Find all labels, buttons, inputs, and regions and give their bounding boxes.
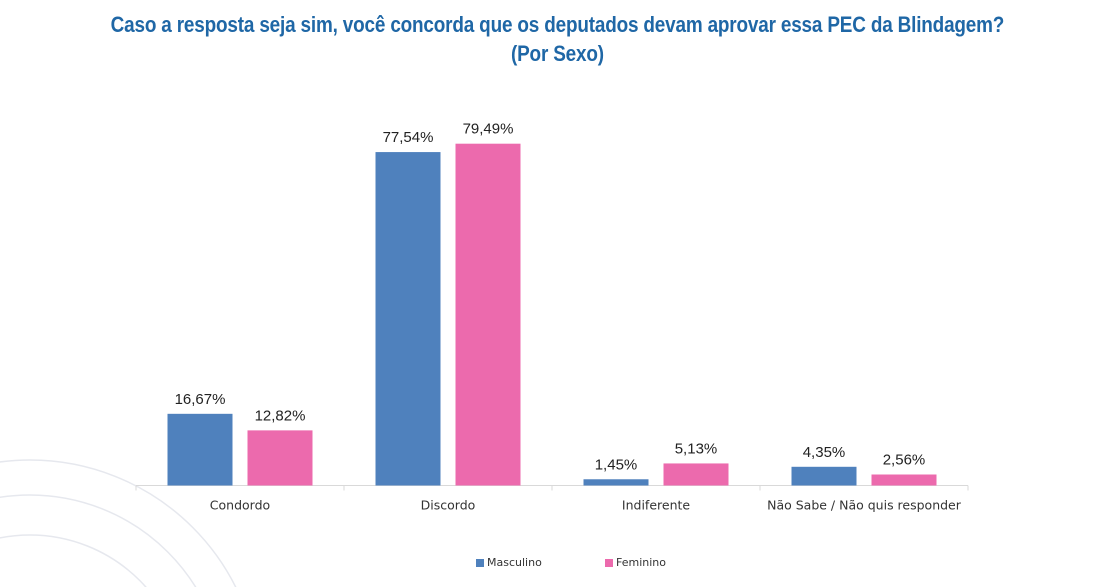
bar-feminino (247, 430, 313, 486)
data-labels: 16,67% 12,82% 77,54% 79,49% 1,45% 5,13% 4,35% 2… (175, 121, 926, 474)
legend-item-feminino: Feminino (605, 556, 666, 569)
bar-masculino (583, 479, 649, 486)
chart-title: Caso a resposta seja sim, você concorda … (78, 10, 1037, 68)
legend-item-masculino: Masculino (476, 556, 542, 569)
data-label-feminino: 79,49% (463, 121, 514, 138)
data-label-feminino: 12,82% (255, 407, 306, 424)
bar-masculino (167, 413, 233, 486)
legend-label-masculino: Masculino (487, 556, 542, 569)
legend-swatch-masculino (476, 558, 484, 567)
category-label: Discordo (421, 498, 476, 513)
x-axis (135, 485, 969, 491)
decorative-arc-3 (0, 534, 147, 587)
bar-masculino (375, 152, 441, 486)
category-label: Condordo (210, 498, 270, 513)
data-label-masculino: 77,54% (383, 129, 434, 146)
data-label-masculino: 1,45% (595, 456, 638, 473)
data-label-masculino: 4,35% (803, 444, 846, 461)
decorative-arc-2 (0, 494, 197, 587)
category-label: Não Sabe / Não quis responder (767, 498, 962, 513)
bar-feminino (663, 463, 729, 486)
decorative-arc-1 (0, 459, 237, 587)
chart-title-line1: Caso a resposta seja sim, você concorda … (110, 12, 1005, 37)
category-labels: Condordo Discordo Indiferente Não Sabe / Nã… (210, 498, 962, 513)
data-label-masculino: 16,67% (175, 391, 226, 408)
data-label-feminino: 5,13% (675, 440, 718, 457)
legend-label-feminino: Feminino (616, 556, 666, 569)
category-label: Indiferente (622, 498, 690, 513)
chart-subtitle: (Por Sexo) (510, 41, 604, 66)
bar-masculino (791, 466, 857, 486)
bar-feminino (871, 474, 937, 486)
background-arcs (0, 459, 237, 587)
bar-feminino (455, 143, 521, 486)
bars (167, 143, 937, 486)
data-label-feminino: 2,56% (883, 451, 926, 468)
legend-swatch-feminino (605, 558, 613, 567)
